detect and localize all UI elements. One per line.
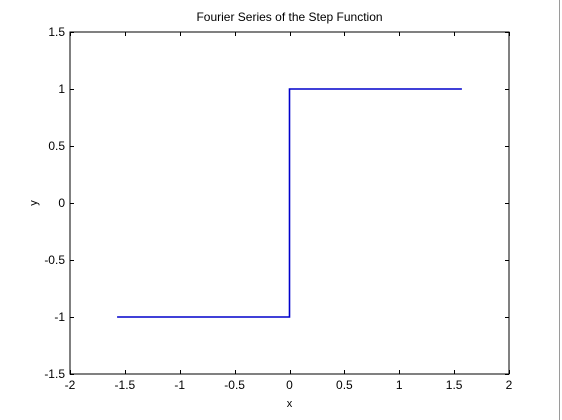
- x-tick-label: 1: [396, 378, 403, 392]
- chart-title: Fourier Series of the Step Function: [196, 10, 382, 24]
- x-tick-label: -0.5: [224, 378, 245, 392]
- y-tick-label: -1: [54, 310, 65, 324]
- x-tick-label: -1.5: [115, 378, 136, 392]
- x-tick-label: 0.5: [336, 378, 353, 392]
- y-tick-label: 1.5: [48, 25, 65, 39]
- series-group: [117, 88, 462, 318]
- y-axis-label: y: [28, 200, 40, 206]
- y-tick-label: -1.5: [44, 367, 65, 381]
- y-axis-ticks: -1.5 -1 -0.5 0 0.5 1 1.5: [44, 25, 509, 381]
- y-tick-label: 0: [58, 196, 65, 210]
- x-axis-ticks: -2 -1.5 -1 -0.5 0 0.5 1 1.5 2: [65, 32, 513, 392]
- x-axis-label: x: [287, 398, 293, 410]
- window-edge-divider: [559, 0, 560, 420]
- x-tick-label: -1: [174, 378, 185, 392]
- y-tick-label: -0.5: [44, 253, 65, 267]
- x-tick-label: 0: [286, 378, 293, 392]
- x-tick-label: -2: [65, 378, 76, 392]
- step-function-line: [117, 88, 462, 318]
- y-tick-label: 1: [58, 82, 65, 96]
- x-tick-label: 2: [506, 378, 513, 392]
- y-tick-label: 0.5: [48, 139, 65, 153]
- x-tick-label: 1.5: [446, 378, 463, 392]
